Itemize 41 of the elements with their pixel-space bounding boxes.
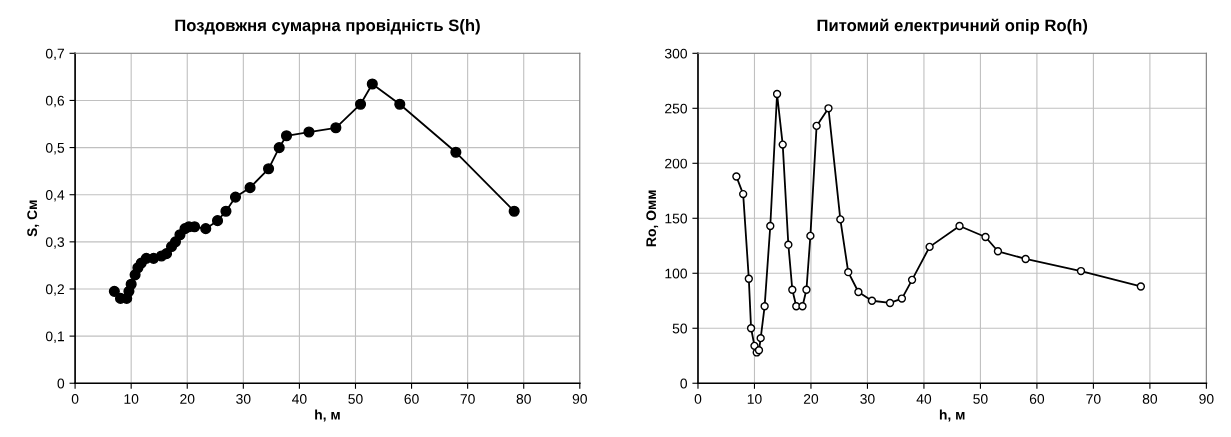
y-tick-label: 100 (665, 268, 688, 279)
x-tick-label: 60 (404, 394, 419, 404)
chart-title: Поздовжня сумарна провідність S(h) (175, 19, 480, 35)
x-tick-label: 70 (1086, 394, 1101, 404)
x-tick-label: 40 (916, 394, 932, 404)
x-tick-label: 60 (1029, 394, 1045, 404)
y-tick-label: 0 (680, 378, 688, 389)
x-tick-label: 30 (236, 394, 251, 404)
y-tick-label: 50 (672, 323, 688, 334)
x-tick-label: 50 (348, 394, 363, 404)
y-tick-label: 250 (665, 103, 688, 114)
x-axis-title: h, м (939, 409, 965, 422)
x-tick-label: 20 (180, 394, 195, 404)
x-tick-label: 10 (747, 394, 762, 404)
y-tick-label: 0,7 (45, 48, 64, 61)
x-tick-label: 80 (1142, 394, 1158, 404)
x-tick-label: 0 (71, 394, 79, 404)
x-tick-label: 40 (292, 394, 307, 404)
x-tick-label: 70 (460, 394, 475, 404)
chart-title: Питомий електричний опір Ro(h) (817, 18, 1088, 35)
y-tick-label: 0,5 (45, 142, 65, 155)
y-tick-label: 300 (664, 48, 688, 59)
x-tick-label: 30 (860, 394, 875, 404)
x-axis-title: h, м (315, 409, 340, 422)
y-axis-title: Ro, Омм (646, 190, 659, 247)
y-tick-label: 0 (57, 378, 65, 389)
y-tick-label: 0,2 (45, 284, 64, 296)
y-tick-label: 0,6 (45, 95, 65, 108)
x-tick-label: 20 (803, 394, 819, 404)
x-tick-label: 80 (516, 394, 531, 404)
y-axis-title: S, См (27, 200, 40, 237)
y-tick-label: 150 (665, 213, 688, 224)
x-tick-label: 50 (973, 394, 988, 404)
x-tick-label: 90 (1199, 394, 1214, 404)
y-tick-label: 0,4 (45, 190, 65, 202)
x-tick-label: 0 (694, 394, 702, 404)
y-tick-label: 0,3 (45, 237, 65, 249)
y-tick-label: 0,1 (45, 331, 64, 343)
x-tick-label: 90 (572, 394, 587, 404)
x-tick-label: 10 (124, 394, 139, 404)
y-tick-label: 200 (665, 158, 688, 169)
